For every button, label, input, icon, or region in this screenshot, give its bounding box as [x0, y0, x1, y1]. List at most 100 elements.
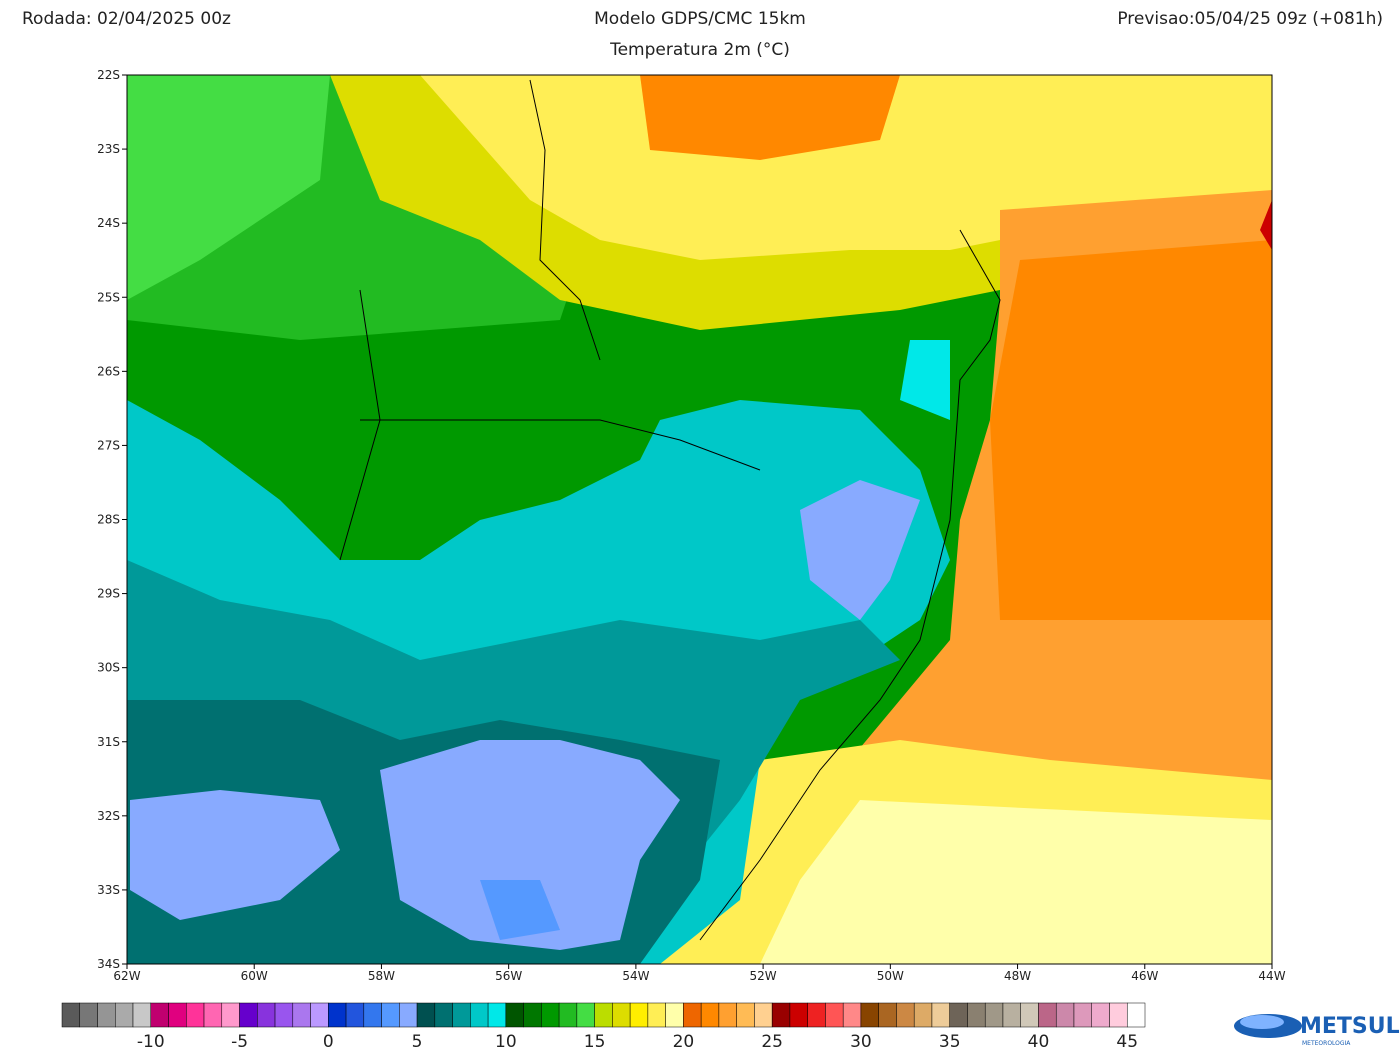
color-box [505, 1002, 524, 1028]
subtitle: Temperatura 2m (°C) [609, 40, 790, 60]
lon-label: 54W [622, 969, 649, 983]
color-box [576, 1002, 595, 1028]
color-box [363, 1002, 382, 1028]
color-box [1002, 1002, 1021, 1028]
color-box [878, 1002, 897, 1028]
color-box [416, 1002, 436, 1028]
lon-label: 58W [368, 969, 395, 983]
lon-label: 48W [1004, 969, 1031, 983]
lon-label: 44W [1258, 969, 1285, 983]
color-box [913, 1002, 933, 1028]
color-box [931, 1002, 950, 1028]
color-box [434, 1002, 453, 1028]
color-box [860, 1002, 879, 1028]
colorbar-tick-label: 25 [761, 1032, 783, 1052]
lon-label: 46W [1131, 969, 1158, 983]
color-box [789, 1002, 808, 1028]
color-box [328, 1002, 347, 1028]
color-box [470, 1002, 489, 1028]
color-box [1073, 1002, 1092, 1028]
color-box [239, 1002, 258, 1028]
color-box [79, 1002, 98, 1028]
lat-label: 29S [97, 587, 120, 601]
color-box [1091, 1002, 1110, 1028]
colorbar-tick-label: 10 [495, 1032, 517, 1052]
lon-label: 50W [877, 969, 904, 983]
color-box [115, 1002, 134, 1028]
color-box [647, 1002, 666, 1028]
colorbar: -10 -5 0 5 10 15 20 25 30 35 40 45 [61, 1002, 1146, 1052]
lon-label: 62W [113, 969, 140, 983]
color-box [310, 1002, 329, 1028]
colorbar-tick-label: 45 [1116, 1032, 1138, 1052]
colorbar-tick-label: 0 [323, 1032, 334, 1052]
color-box [399, 1002, 418, 1028]
color-box [257, 1002, 276, 1028]
color-box [718, 1002, 737, 1028]
color-box [1038, 1002, 1057, 1028]
color-box [842, 1002, 862, 1028]
color-box [754, 1002, 773, 1028]
color-box [984, 1002, 1004, 1028]
color-box [896, 1002, 915, 1028]
color-box [612, 1002, 631, 1028]
color-box [150, 1002, 169, 1028]
color-box [736, 1002, 755, 1028]
lon-label: 60W [241, 969, 268, 983]
lon-label: 52W [750, 969, 777, 983]
color-box [1109, 1002, 1128, 1028]
colorbar-tick-label: 20 [673, 1032, 695, 1052]
colorbar-tick-label: -10 [137, 1032, 165, 1052]
color-box [452, 1002, 471, 1028]
color-box [292, 1002, 311, 1028]
run-label: Rodada: 02/04/2025 00z [22, 9, 231, 29]
color-box [807, 1002, 826, 1028]
lat-label: 26S [97, 364, 120, 378]
color-box [97, 1002, 116, 1028]
lat-label: 30S [97, 661, 120, 675]
color-box [558, 1002, 578, 1028]
lat-label: 23S [97, 142, 120, 156]
logo: METSUL METEOROLOGIA [1234, 1014, 1400, 1047]
lat-label: 33S [97, 883, 120, 897]
color-box [1055, 1002, 1075, 1028]
color-box [487, 1002, 507, 1028]
colorbar-tick-label: 35 [939, 1032, 961, 1052]
lat-label: 27S [97, 438, 120, 452]
colorbar-tick-label: 30 [850, 1032, 872, 1052]
temperature-field [127, 75, 1272, 964]
color-box [594, 1002, 613, 1028]
color-box [203, 1002, 223, 1028]
title: Modelo GDPS/CMC 15km [594, 9, 806, 29]
logo-name: METSUL [1300, 1014, 1400, 1039]
color-box [949, 1002, 968, 1028]
lat-label: 32S [97, 809, 120, 823]
color-box [700, 1002, 720, 1028]
lat-label: 25S [97, 290, 120, 304]
colorbar-tick-label: 40 [1028, 1032, 1050, 1052]
axes: 22S23S24S25S26S27S28S29S30S31S32S33S34S6… [97, 68, 1286, 983]
color-box [523, 1002, 542, 1028]
lat-label: 22S [97, 68, 120, 82]
lat-label: 24S [97, 216, 120, 230]
color-box [168, 1002, 187, 1028]
color-box [132, 1002, 152, 1028]
color-box [1126, 1002, 1146, 1028]
colorbar-tick-label: 5 [412, 1032, 423, 1052]
color-box [274, 1002, 294, 1028]
color-box [825, 1002, 844, 1028]
color-box [61, 1002, 81, 1028]
lon-label: 56W [495, 969, 522, 983]
colorbar-tick-label: -5 [231, 1032, 248, 1052]
color-box [381, 1002, 400, 1028]
color-box [541, 1002, 560, 1028]
color-box [967, 1002, 986, 1028]
lat-label: 34S [97, 957, 120, 971]
color-box [345, 1002, 365, 1028]
lat-label: 28S [97, 513, 120, 527]
color-box [771, 1002, 791, 1028]
color-box [683, 1002, 702, 1028]
colorbar-tick-label: 15 [584, 1032, 606, 1052]
